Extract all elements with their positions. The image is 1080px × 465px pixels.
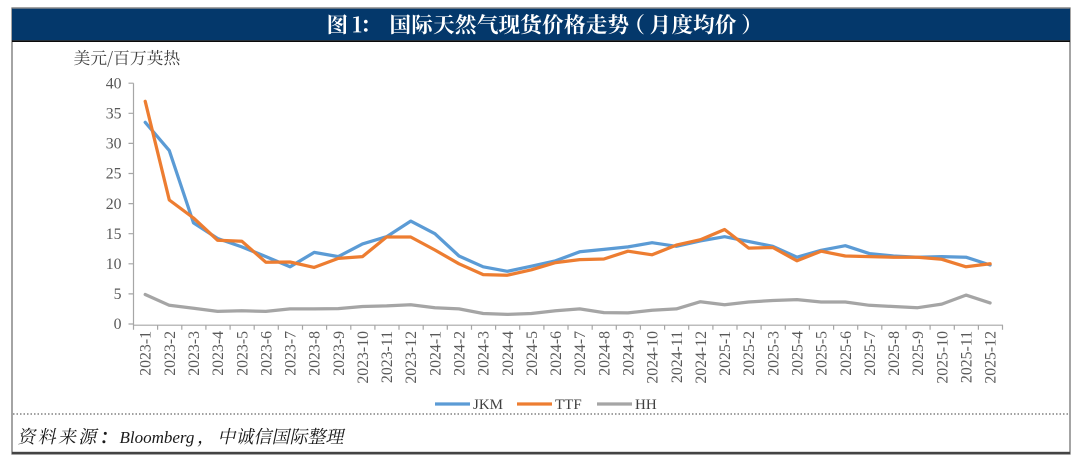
- svg-text:2025-11: 2025-11: [959, 331, 976, 383]
- svg-text:2023-3: 2023-3: [186, 331, 203, 376]
- svg-text:2025-1: 2025-1: [717, 331, 734, 376]
- svg-text:2023-10: 2023-10: [355, 331, 372, 384]
- svg-text:2024-8: 2024-8: [596, 331, 613, 376]
- svg-text:5: 5: [114, 286, 122, 303]
- svg-text:2024-9: 2024-9: [621, 331, 638, 376]
- svg-text:2024-12: 2024-12: [693, 331, 710, 384]
- svg-text:25: 25: [106, 166, 122, 183]
- svg-text:2023-8: 2023-8: [307, 331, 324, 376]
- svg-text:2023-6: 2023-6: [258, 331, 275, 376]
- svg-text:2023-2: 2023-2: [162, 331, 179, 376]
- svg-text:2025-7: 2025-7: [862, 331, 879, 376]
- svg-text:2024-2: 2024-2: [452, 331, 469, 376]
- svg-text:2024-6: 2024-6: [548, 331, 565, 376]
- svg-text:2023-11: 2023-11: [379, 331, 396, 383]
- svg-text:2024-4: 2024-4: [500, 331, 517, 376]
- svg-text:2023-4: 2023-4: [210, 331, 227, 376]
- svg-text:Bloomberg: Bloomberg: [120, 428, 195, 447]
- svg-text:2024-11: 2024-11: [669, 331, 686, 383]
- svg-text:2023-1: 2023-1: [138, 331, 155, 376]
- svg-text:2025-2: 2025-2: [741, 331, 758, 376]
- svg-text:2024-10: 2024-10: [645, 331, 662, 384]
- svg-text:35: 35: [106, 106, 122, 123]
- svg-text:10: 10: [106, 256, 122, 273]
- svg-text:2025-9: 2025-9: [910, 331, 927, 376]
- svg-text:0: 0: [114, 316, 122, 333]
- svg-text:TTF: TTF: [555, 397, 582, 413]
- svg-text:15: 15: [106, 226, 122, 243]
- svg-text:2024-7: 2024-7: [572, 331, 589, 376]
- svg-text:20: 20: [106, 196, 122, 213]
- svg-text:2025-4: 2025-4: [790, 331, 807, 376]
- svg-text:30: 30: [106, 136, 122, 153]
- svg-text:2024-5: 2024-5: [524, 331, 541, 376]
- svg-text:40: 40: [106, 75, 122, 92]
- svg-text:2025-5: 2025-5: [814, 331, 831, 376]
- svg-text:2024-1: 2024-1: [427, 331, 444, 376]
- svg-text:2025-8: 2025-8: [886, 331, 903, 376]
- svg-text:2023-9: 2023-9: [331, 331, 348, 376]
- svg-text:JKM: JKM: [473, 397, 503, 413]
- svg-text:2023-12: 2023-12: [403, 331, 420, 384]
- svg-text:HH: HH: [635, 397, 657, 413]
- svg-text:2025-12: 2025-12: [983, 331, 1000, 384]
- svg-text:2023-7: 2023-7: [283, 331, 300, 376]
- svg-text:2024-3: 2024-3: [476, 331, 493, 376]
- svg-text:2025-10: 2025-10: [934, 331, 951, 384]
- svg-text:2025-3: 2025-3: [765, 331, 782, 376]
- svg-text:2025-6: 2025-6: [838, 331, 855, 376]
- svg-text:2023-5: 2023-5: [234, 331, 251, 376]
